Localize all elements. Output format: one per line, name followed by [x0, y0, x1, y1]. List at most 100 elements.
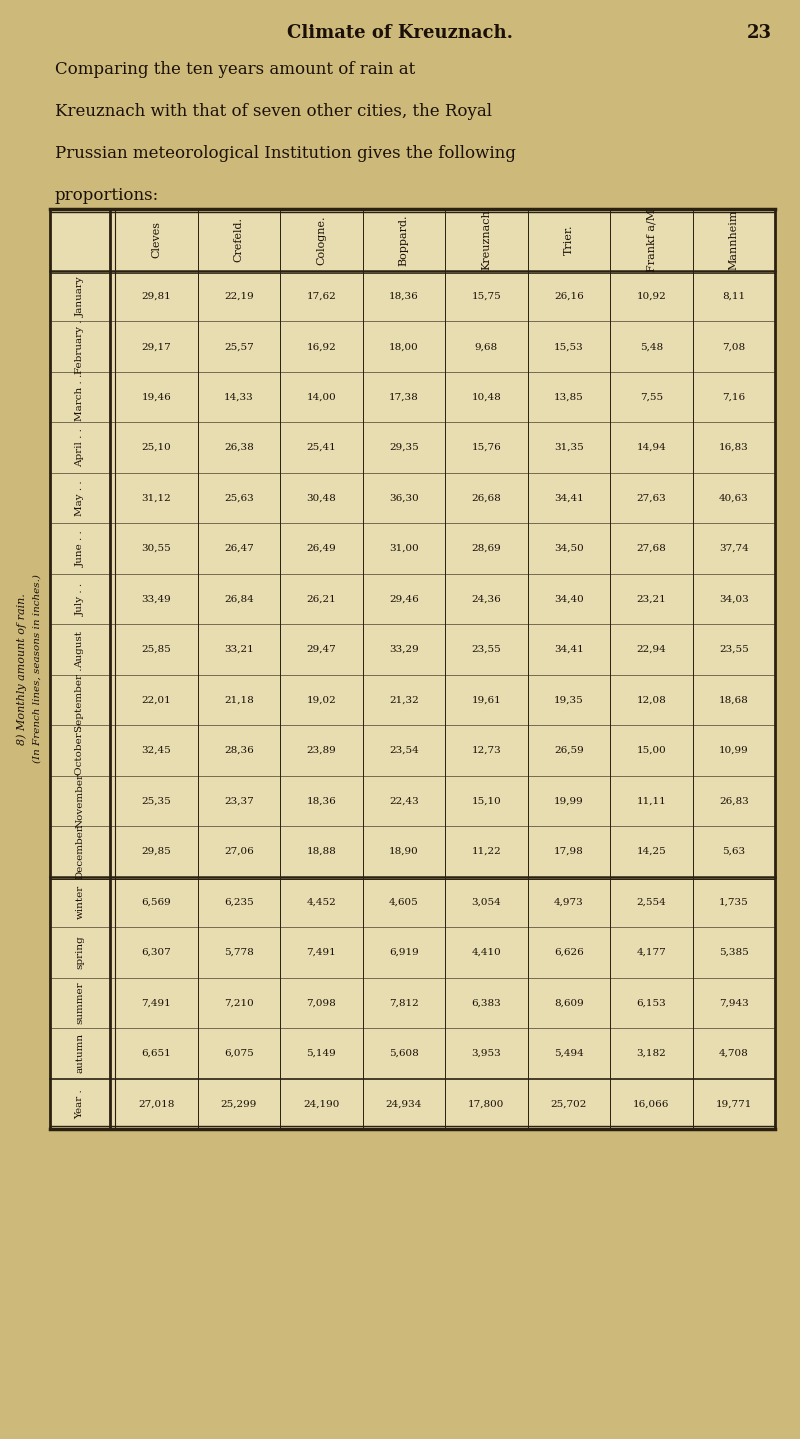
Text: Boppard.: Boppard. — [398, 214, 409, 266]
Text: 26,68: 26,68 — [471, 494, 501, 502]
Text: October .: October . — [75, 725, 85, 776]
Text: 18,00: 18,00 — [389, 342, 418, 351]
Text: 25,299: 25,299 — [221, 1099, 257, 1108]
Text: Comparing the ten years amount of rain at: Comparing the ten years amount of rain a… — [55, 60, 415, 78]
Text: 29,35: 29,35 — [389, 443, 418, 452]
Text: summer: summer — [75, 981, 85, 1025]
Text: 7,08: 7,08 — [722, 342, 746, 351]
Text: 5,494: 5,494 — [554, 1049, 584, 1058]
Text: 31,12: 31,12 — [142, 494, 171, 502]
Text: 9,68: 9,68 — [474, 342, 498, 351]
Text: 15,00: 15,00 — [636, 745, 666, 755]
Text: 26,38: 26,38 — [224, 443, 254, 452]
Text: 1,735: 1,735 — [719, 898, 749, 907]
Text: 18,36: 18,36 — [389, 292, 418, 301]
Text: 25,35: 25,35 — [142, 796, 171, 806]
Text: 7,812: 7,812 — [389, 999, 418, 1007]
Text: 26,49: 26,49 — [306, 544, 336, 553]
Text: 8,11: 8,11 — [722, 292, 746, 301]
Text: May . .: May . . — [75, 481, 85, 517]
Text: 24,190: 24,190 — [303, 1099, 339, 1108]
Text: 6,153: 6,153 — [636, 999, 666, 1007]
Text: 6,919: 6,919 — [389, 948, 418, 957]
Text: 27,68: 27,68 — [636, 544, 666, 553]
Text: 36,30: 36,30 — [389, 494, 418, 502]
Text: 33,49: 33,49 — [142, 594, 171, 603]
Text: 16,83: 16,83 — [719, 443, 749, 452]
Text: 33,21: 33,21 — [224, 645, 254, 655]
Text: 6,235: 6,235 — [224, 898, 254, 907]
Text: 4,708: 4,708 — [719, 1049, 749, 1058]
Text: 11,22: 11,22 — [471, 848, 501, 856]
Text: 22,01: 22,01 — [142, 695, 171, 705]
Text: Trier.: Trier. — [564, 224, 574, 255]
Text: 7,491: 7,491 — [142, 999, 171, 1007]
Text: 14,25: 14,25 — [636, 848, 666, 856]
Text: 4,410: 4,410 — [471, 948, 501, 957]
Text: 10,99: 10,99 — [719, 745, 749, 755]
Text: 18,68: 18,68 — [719, 695, 749, 705]
Text: 31,00: 31,00 — [389, 544, 418, 553]
Text: Prussian meteorological Institution gives the following: Prussian meteorological Institution give… — [55, 145, 516, 163]
Text: 27,06: 27,06 — [224, 848, 254, 856]
Text: 29,17: 29,17 — [142, 342, 171, 351]
Text: 26,83: 26,83 — [719, 796, 749, 806]
Text: Year .: Year . — [75, 1089, 85, 1118]
Text: Cleves: Cleves — [151, 222, 162, 259]
Text: January: January — [75, 276, 85, 317]
Text: 37,74: 37,74 — [719, 544, 749, 553]
Text: 22,43: 22,43 — [389, 796, 418, 806]
Text: Mannheim: Mannheim — [729, 210, 738, 271]
Text: 21,32: 21,32 — [389, 695, 418, 705]
Text: 11,11: 11,11 — [636, 796, 666, 806]
Text: 3,953: 3,953 — [471, 1049, 501, 1058]
Text: 16,92: 16,92 — [306, 342, 336, 351]
Text: November: November — [75, 773, 85, 829]
Text: 19,99: 19,99 — [554, 796, 584, 806]
Text: 12,08: 12,08 — [636, 695, 666, 705]
Text: spring: spring — [75, 935, 85, 970]
Text: 18,90: 18,90 — [389, 848, 418, 856]
Text: 8,609: 8,609 — [554, 999, 584, 1007]
Text: February .: February . — [75, 319, 85, 374]
Text: 6,569: 6,569 — [142, 898, 171, 907]
Text: 25,41: 25,41 — [306, 443, 336, 452]
Text: 7,55: 7,55 — [640, 393, 663, 401]
Text: 34,41: 34,41 — [554, 494, 584, 502]
Text: 15,76: 15,76 — [471, 443, 501, 452]
Text: 31,35: 31,35 — [554, 443, 584, 452]
Text: 17,62: 17,62 — [306, 292, 336, 301]
Text: winter: winter — [75, 885, 85, 920]
Text: 5,48: 5,48 — [640, 342, 663, 351]
Text: 22,19: 22,19 — [224, 292, 254, 301]
Text: Kreuznach: Kreuznach — [482, 210, 491, 271]
Text: 14,00: 14,00 — [306, 393, 336, 401]
Text: 13,85: 13,85 — [554, 393, 584, 401]
Text: 6,651: 6,651 — [142, 1049, 171, 1058]
Text: June . .: June . . — [75, 530, 85, 567]
Text: 25,702: 25,702 — [550, 1099, 587, 1108]
Text: 4,973: 4,973 — [554, 898, 584, 907]
Text: 34,50: 34,50 — [554, 544, 584, 553]
Text: 10,48: 10,48 — [471, 393, 501, 401]
Text: March . .: March . . — [75, 374, 85, 420]
Text: 30,48: 30,48 — [306, 494, 336, 502]
Text: 14,94: 14,94 — [636, 443, 666, 452]
Text: 15,75: 15,75 — [471, 292, 501, 301]
Text: 19,46: 19,46 — [142, 393, 171, 401]
Text: proportions:: proportions: — [55, 187, 159, 204]
Text: July . .: July . . — [75, 583, 85, 616]
Text: 6,307: 6,307 — [142, 948, 171, 957]
Text: 23,37: 23,37 — [224, 796, 254, 806]
Text: 26,59: 26,59 — [554, 745, 584, 755]
Text: Kreuznach with that of seven other cities, the Royal: Kreuznach with that of seven other citie… — [55, 104, 492, 119]
Text: 12,73: 12,73 — [471, 745, 501, 755]
Text: 6,383: 6,383 — [471, 999, 501, 1007]
Text: 24,36: 24,36 — [471, 594, 501, 603]
Text: 2,554: 2,554 — [636, 898, 666, 907]
Text: 19,02: 19,02 — [306, 695, 336, 705]
Text: 26,47: 26,47 — [224, 544, 254, 553]
Text: September .: September . — [75, 668, 85, 732]
Text: 5,149: 5,149 — [306, 1049, 336, 1058]
Text: 34,03: 34,03 — [719, 594, 749, 603]
